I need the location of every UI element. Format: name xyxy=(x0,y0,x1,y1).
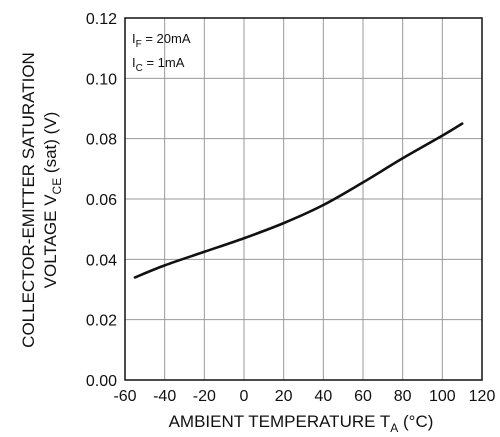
x-tick-label: -60 xyxy=(113,388,136,405)
y-tick-label: 0.08 xyxy=(86,132,117,149)
x-axis-title-main: AMBIENT TEMPERATURE T xyxy=(169,412,391,431)
annotation-ic-main: I xyxy=(132,55,136,70)
y-axis-title-line2-sub: CE xyxy=(50,178,64,195)
x-tick-label: 80 xyxy=(394,388,412,405)
x-tick-label: 0 xyxy=(240,388,249,405)
x-axis-title-unit: (°C) xyxy=(398,412,433,431)
x-tick-label: 20 xyxy=(275,388,293,405)
y-axis-title-line2: VOLTAGE VCE (sat) (V) xyxy=(41,112,64,289)
x-tick-label: 60 xyxy=(354,388,372,405)
series-line-0 xyxy=(133,122,464,279)
annotation-ic: IC = 1mA xyxy=(132,55,185,74)
plot-frame xyxy=(124,17,483,381)
annotation-if-rest: = 20mA xyxy=(142,31,191,46)
y-axis-title-line2-main: VOLTAGE V xyxy=(41,194,60,289)
x-tick-label: 100 xyxy=(429,388,456,405)
y-tick-label: 0.00 xyxy=(86,373,117,390)
y-tick-label: 0.10 xyxy=(86,71,117,88)
x-axis-title-sub: A xyxy=(390,421,398,435)
annotation-if: IF = 20mA xyxy=(132,31,191,50)
y-axis-title: COLLECTOR-EMITTER SATURATION VOLTAGE VCE… xyxy=(19,52,64,348)
x-tick-label: -20 xyxy=(193,388,216,405)
annotation-if-main: I xyxy=(132,31,136,46)
y-tick-label: 0.04 xyxy=(86,252,117,269)
y-tick-label: 0.02 xyxy=(86,313,117,330)
x-tick-label: 120 xyxy=(469,388,496,405)
annotation-if-sub: F xyxy=(136,39,142,50)
x-axis-title: AMBIENT TEMPERATURE TA (°C) xyxy=(169,412,434,435)
series-group xyxy=(133,122,464,279)
x-tick-label: 40 xyxy=(314,388,332,405)
y-tick-label: 0.12 xyxy=(86,11,117,28)
y-tick-labels: 0.00 0.02 0.04 0.06 0.08 0.10 0.12 xyxy=(86,11,117,390)
grid xyxy=(125,18,482,380)
y-tick-label: 0.06 xyxy=(86,192,117,209)
y-axis-title-line1: COLLECTOR-EMITTER SATURATION xyxy=(19,52,38,348)
x-tick-labels: -60 -40 -20 0 20 40 60 80 100 120 xyxy=(113,388,495,405)
annotation-ic-sub: C xyxy=(136,63,143,74)
plot-border xyxy=(124,17,483,381)
annotation-block: IF = 20mA IC = 1mA xyxy=(132,31,191,74)
annotation-ic-rest: = 1mA xyxy=(143,55,185,70)
y-axis-title-line2-tail: (sat) (V) xyxy=(41,112,60,178)
x-tick-label: -40 xyxy=(153,388,176,405)
